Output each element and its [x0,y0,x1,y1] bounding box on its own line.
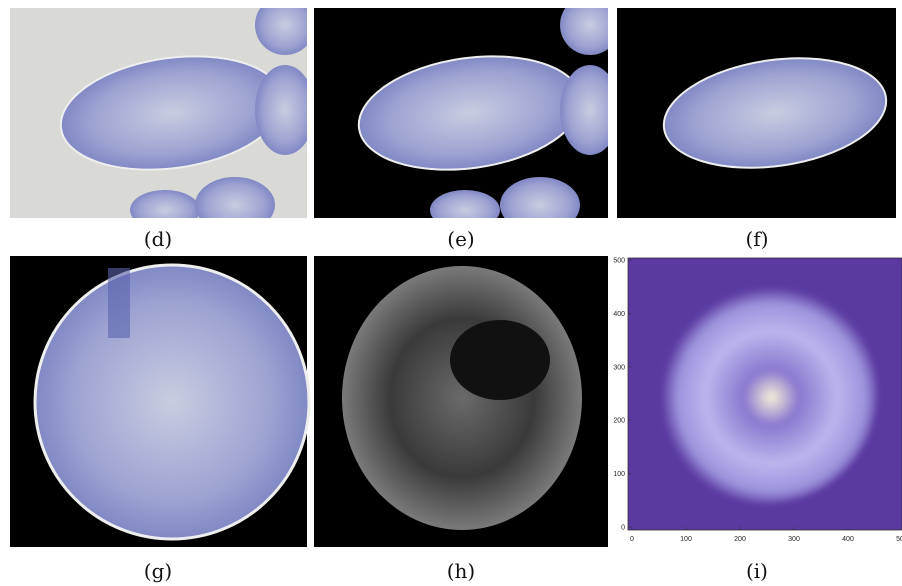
y-tick-label: 300 [613,364,625,371]
figure: 0 100 200 300 400 500 0 100 200 300 400 500 (d) (e)… [0,0,902,586]
caption: (e) [447,227,474,251]
caption: (d) [144,227,172,251]
caption: (h) [447,559,476,583]
y-tick-label: 200 [613,418,625,425]
x-tick-label: 200 [734,536,746,543]
y-tick-label: 400 [613,311,625,318]
y-tick-label: 500 [613,258,625,265]
x-tick-label: 400 [842,536,854,543]
image-d [10,0,315,233]
caption: (f) [745,227,768,251]
x-tick-label: 100 [680,536,692,543]
image-g [10,256,309,547]
caption: (i) [746,559,768,583]
y-tick-label: 0 [621,525,625,532]
image-f [617,8,896,218]
caption: (g) [144,559,172,583]
y-tick-label: 100 [613,471,625,478]
x-tick-label: 500 [896,536,902,543]
plot-i [628,258,902,530]
image-h [314,256,608,547]
x-tick-label: 0 [630,536,634,543]
image-e [314,0,620,233]
x-tick-label: 300 [788,536,800,543]
